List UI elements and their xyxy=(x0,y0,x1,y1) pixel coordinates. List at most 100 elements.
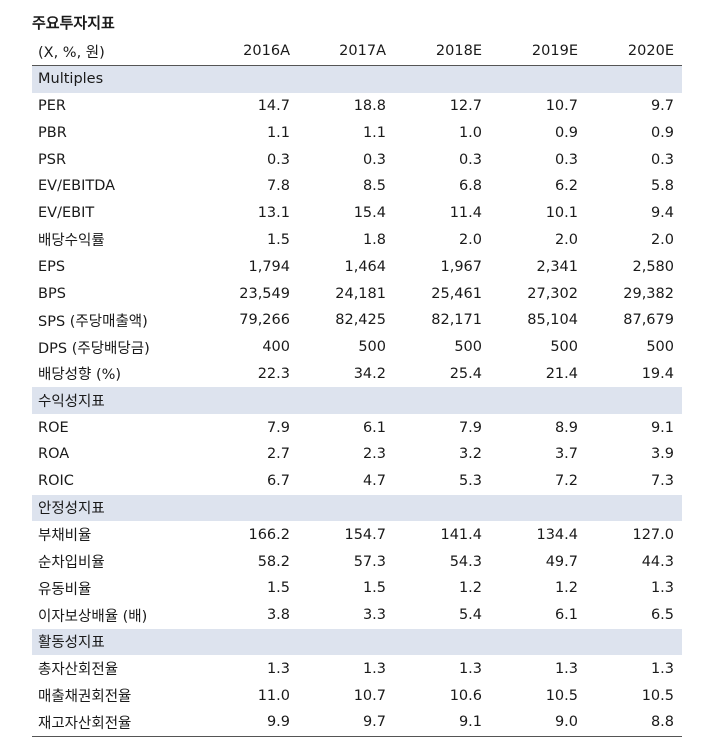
table-cell: 25,461 xyxy=(431,285,482,302)
table-cell: 0.3 xyxy=(554,151,578,168)
table-cell: 6.7 xyxy=(266,473,290,490)
column-header: 2018E xyxy=(435,43,482,60)
table-cell: 1.5 xyxy=(266,231,290,248)
table-cell: 7.2 xyxy=(554,473,578,490)
table-cell: 2,341 xyxy=(536,258,578,275)
table-cell: 500 xyxy=(550,339,578,356)
table-cell: 1.5 xyxy=(266,580,290,597)
table-cell: 134.4 xyxy=(536,526,578,543)
table-cell: 10.1 xyxy=(545,205,578,222)
row-label: 매출채권회전율 xyxy=(38,689,132,706)
table-cell: 5.4 xyxy=(458,607,482,624)
investment-indicators-table: (X, %, 원) 2016A 2017A 2018E 2019E 2020E … xyxy=(32,38,682,737)
row-label: SPS (주당매출액) xyxy=(38,313,148,330)
row-label: EV/EBIT xyxy=(38,205,95,222)
table-cell: 13.1 xyxy=(257,205,290,222)
table-row: EPS 1,794 1,464 1,967 2,341 2,580 xyxy=(32,253,682,280)
table-cell: 166.2 xyxy=(248,526,290,543)
row-label: 이자보상배율 (배) xyxy=(38,608,148,625)
column-header: 2016A xyxy=(243,43,290,60)
table-cell: 54.3 xyxy=(449,553,482,570)
row-label: DPS (주당배당금) xyxy=(38,340,150,357)
table-cell: 7.3 xyxy=(650,473,674,490)
table-cell: 4.7 xyxy=(362,473,386,490)
table-cell: 12.7 xyxy=(449,97,482,114)
table-cell: 5.8 xyxy=(650,178,674,195)
table-cell: 6.5 xyxy=(650,607,674,624)
row-label: BPS xyxy=(38,285,66,302)
table-cell: 1.3 xyxy=(266,660,290,677)
row-label: 부채비율 xyxy=(38,528,92,545)
table-row: 배당성향 (%) 22.3 34.2 25.4 21.4 19.4 xyxy=(32,361,682,388)
table-cell: 57.3 xyxy=(353,553,386,570)
row-label: EV/EBITDA xyxy=(38,178,116,195)
table-row: EV/EBIT 13.1 15.4 11.4 10.1 9.4 xyxy=(32,200,682,227)
table-row: 이자보상배율 (배) 3.8 3.3 5.4 6.1 6.5 xyxy=(32,602,682,629)
table-row: EV/EBITDA 7.8 8.5 6.8 6.2 5.8 xyxy=(32,173,682,200)
table-cell: 34.2 xyxy=(353,365,386,382)
table-cell: 6.8 xyxy=(458,178,482,195)
table-cell: 2.7 xyxy=(266,446,290,463)
table-row: 순차입비율 58.2 57.3 54.3 49.7 44.3 xyxy=(32,548,682,575)
table-cell: 0.9 xyxy=(650,124,674,141)
table-cell: 2,580 xyxy=(632,258,674,275)
table-cell: 9.9 xyxy=(266,714,290,731)
table-cell: 0.3 xyxy=(362,151,386,168)
table-cell: 82,171 xyxy=(431,312,482,329)
row-label: 순차입비율 xyxy=(38,555,105,572)
row-label: 재고자산회전율 xyxy=(38,715,132,732)
table-cell: 1,464 xyxy=(344,258,386,275)
table-row: 배당수익률 1.5 1.8 2.0 2.0 2.0 xyxy=(32,227,682,254)
table-cell: 9.1 xyxy=(650,419,674,436)
table-cell: 9.1 xyxy=(458,714,482,731)
table-cell: 6.1 xyxy=(362,419,386,436)
table-cell: 0.3 xyxy=(650,151,674,168)
table-cell: 2.3 xyxy=(362,446,386,463)
table-row: ROE 7.9 6.1 7.9 8.9 9.1 xyxy=(32,414,682,441)
table-row: PBR 1.1 1.1 1.0 0.9 0.9 xyxy=(32,119,682,146)
table-cell: 18.8 xyxy=(353,97,386,114)
table-cell: 79,266 xyxy=(239,312,290,329)
table-cell: 6.2 xyxy=(554,178,578,195)
section-title: 안정성지표 xyxy=(32,494,682,522)
row-label: EPS xyxy=(38,258,66,275)
table-body: Multiples PER 14.7 18.8 12.7 10.7 9.7 PBR 1.1 1.1… xyxy=(32,65,682,737)
table-cell: 141.4 xyxy=(440,526,482,543)
table-cell: 7.9 xyxy=(266,419,290,436)
table-cell: 2.0 xyxy=(650,231,674,248)
table-cell: 10.5 xyxy=(545,687,578,704)
table-cell: 1,967 xyxy=(440,258,482,275)
table-cell: 58.2 xyxy=(257,553,290,570)
table-cell: 85,104 xyxy=(527,312,578,329)
table-cell: 400 xyxy=(262,339,290,356)
row-label: ROA xyxy=(38,446,70,463)
table-row: PSR 0.3 0.3 0.3 0.3 0.3 xyxy=(32,146,682,173)
table-cell: 15.4 xyxy=(353,205,386,222)
table-cell: 8.8 xyxy=(650,714,674,731)
table-cell: 9.7 xyxy=(362,714,386,731)
column-header: 2019E xyxy=(531,43,578,60)
section-title: 활동성지표 xyxy=(32,628,682,656)
table-row: PER 14.7 18.8 12.7 10.7 9.7 xyxy=(32,93,682,120)
table-cell: 3.2 xyxy=(458,446,482,463)
page-title: 주요투자지표 xyxy=(32,14,115,32)
section-header-row: 안정성지표 xyxy=(32,494,682,522)
table-cell: 1.3 xyxy=(554,660,578,677)
table-cell: 11.4 xyxy=(449,205,482,222)
table-cell: 10.7 xyxy=(545,97,578,114)
table-cell: 3.8 xyxy=(266,607,290,624)
table-cell: 1.2 xyxy=(554,580,578,597)
table-cell: 2.0 xyxy=(458,231,482,248)
table-cell: 1.1 xyxy=(266,124,290,141)
table-cell: 1.5 xyxy=(362,580,386,597)
table-cell: 27,302 xyxy=(527,285,578,302)
row-label: 배당성향 (%) xyxy=(38,367,122,384)
table-row: SPS (주당매출액) 79,266 82,425 82,171 85,104 87,67… xyxy=(32,307,682,334)
table-cell: 500 xyxy=(646,339,674,356)
table-cell: 44.3 xyxy=(641,553,674,570)
table-row: 총자산회전율 1.3 1.3 1.3 1.3 1.3 xyxy=(32,655,682,682)
table-cell: 9.7 xyxy=(650,97,674,114)
section-header-row: 활동성지표 xyxy=(32,628,682,656)
table-cell: 5.3 xyxy=(458,473,482,490)
table-cell: 0.9 xyxy=(554,124,578,141)
